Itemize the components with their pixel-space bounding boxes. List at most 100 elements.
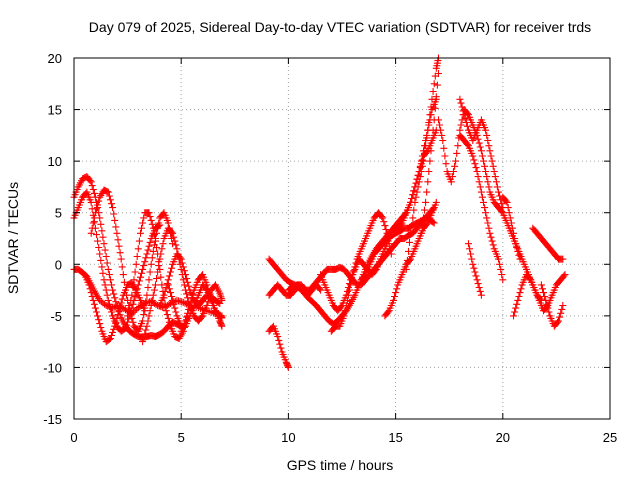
- data-point: [141, 258, 149, 266]
- data-point: [413, 188, 421, 196]
- data-point: [385, 240, 393, 248]
- data-point: [93, 231, 100, 239]
- data-point: [150, 286, 158, 294]
- data-point: [391, 293, 398, 300]
- data-point: [276, 340, 284, 348]
- data-point: [460, 111, 468, 119]
- data-point: [105, 300, 113, 308]
- data-point: [402, 265, 410, 273]
- data-point: [110, 210, 118, 218]
- data-point: [152, 237, 159, 245]
- data-point: [408, 222, 416, 230]
- data-point: [156, 255, 164, 263]
- data-point: [146, 268, 154, 276]
- data-point: [144, 246, 152, 254]
- data-point: [154, 268, 162, 276]
- data-point: [147, 302, 155, 309]
- data-point: [465, 240, 472, 248]
- data-point: [420, 157, 427, 165]
- data-point: [454, 142, 462, 150]
- data-point: [475, 139, 483, 147]
- data-point: [142, 326, 150, 334]
- data-point: [478, 152, 486, 160]
- data-point: [515, 293, 523, 300]
- data-point: [554, 318, 561, 326]
- data-point: [104, 296, 112, 304]
- data-point: [477, 188, 485, 196]
- data-point: [561, 271, 569, 279]
- data-point: [483, 214, 491, 222]
- data-point: [476, 143, 484, 151]
- data-point: [539, 285, 546, 293]
- data-point: [146, 238, 154, 246]
- data-point: [537, 281, 545, 289]
- data-point: [145, 209, 153, 217]
- data-point: [508, 224, 516, 232]
- data-point: [139, 338, 147, 346]
- data-point: [98, 263, 106, 271]
- data-point: [130, 276, 138, 284]
- data-point: [381, 222, 389, 230]
- y-tick-label: 0: [55, 257, 62, 272]
- data-point: [114, 311, 122, 319]
- data-point: [478, 193, 486, 201]
- data-point: [417, 168, 425, 175]
- data-point: [425, 168, 433, 175]
- data-point: [486, 147, 494, 155]
- data-point: [172, 308, 180, 316]
- data-point: [111, 216, 119, 224]
- axis-ticks: 0 5 10 15 20 25 -15 -10 -5 0 5 10 15 20: [43, 51, 617, 445]
- data-point: [124, 312, 132, 320]
- data-point: [512, 240, 520, 248]
- data-point: [157, 250, 165, 258]
- data-point: [165, 318, 173, 326]
- data-point: [427, 147, 435, 155]
- data-point: [378, 213, 386, 221]
- data-point: [131, 268, 139, 276]
- data-point: [163, 280, 171, 288]
- data-point: [88, 293, 96, 300]
- y-tick-label: 15: [48, 103, 62, 118]
- data-point: [177, 255, 185, 263]
- data-point: [87, 198, 95, 206]
- data-point: [558, 305, 566, 313]
- data-point: [503, 198, 511, 206]
- data-point: [477, 147, 485, 155]
- x-axis-label: GPS time / hours: [287, 457, 394, 473]
- data-point: [412, 193, 420, 201]
- data-point: [105, 192, 113, 200]
- data-point: [140, 311, 148, 319]
- data-point: [496, 260, 504, 268]
- data-point: [141, 304, 149, 312]
- data-point: [469, 152, 477, 160]
- data-point: [393, 285, 401, 293]
- data-point: [97, 256, 105, 264]
- data-point: [171, 237, 179, 245]
- data-point: [176, 254, 184, 262]
- data-point: [145, 312, 153, 320]
- data-point: [185, 305, 193, 313]
- data-point: [113, 229, 121, 237]
- data-point: [420, 214, 427, 222]
- data-point: [144, 284, 152, 291]
- data-point: [140, 214, 148, 222]
- data-point: [86, 285, 94, 293]
- data-point: [120, 325, 128, 333]
- data-point: [139, 265, 147, 273]
- data-point: [488, 237, 496, 245]
- data-point: [118, 295, 126, 303]
- data-point: [112, 318, 120, 326]
- data-point: [484, 137, 492, 144]
- data-point: [390, 296, 397, 304]
- data-point: [143, 250, 151, 258]
- data-point: [543, 300, 551, 308]
- data-point: [498, 271, 506, 279]
- data-point: [431, 104, 439, 112]
- data-point: [485, 183, 493, 191]
- data-point: [108, 308, 115, 316]
- data-point: [352, 259, 360, 267]
- data-point: [106, 276, 114, 284]
- data-point: [499, 276, 507, 284]
- data-point: [351, 263, 359, 271]
